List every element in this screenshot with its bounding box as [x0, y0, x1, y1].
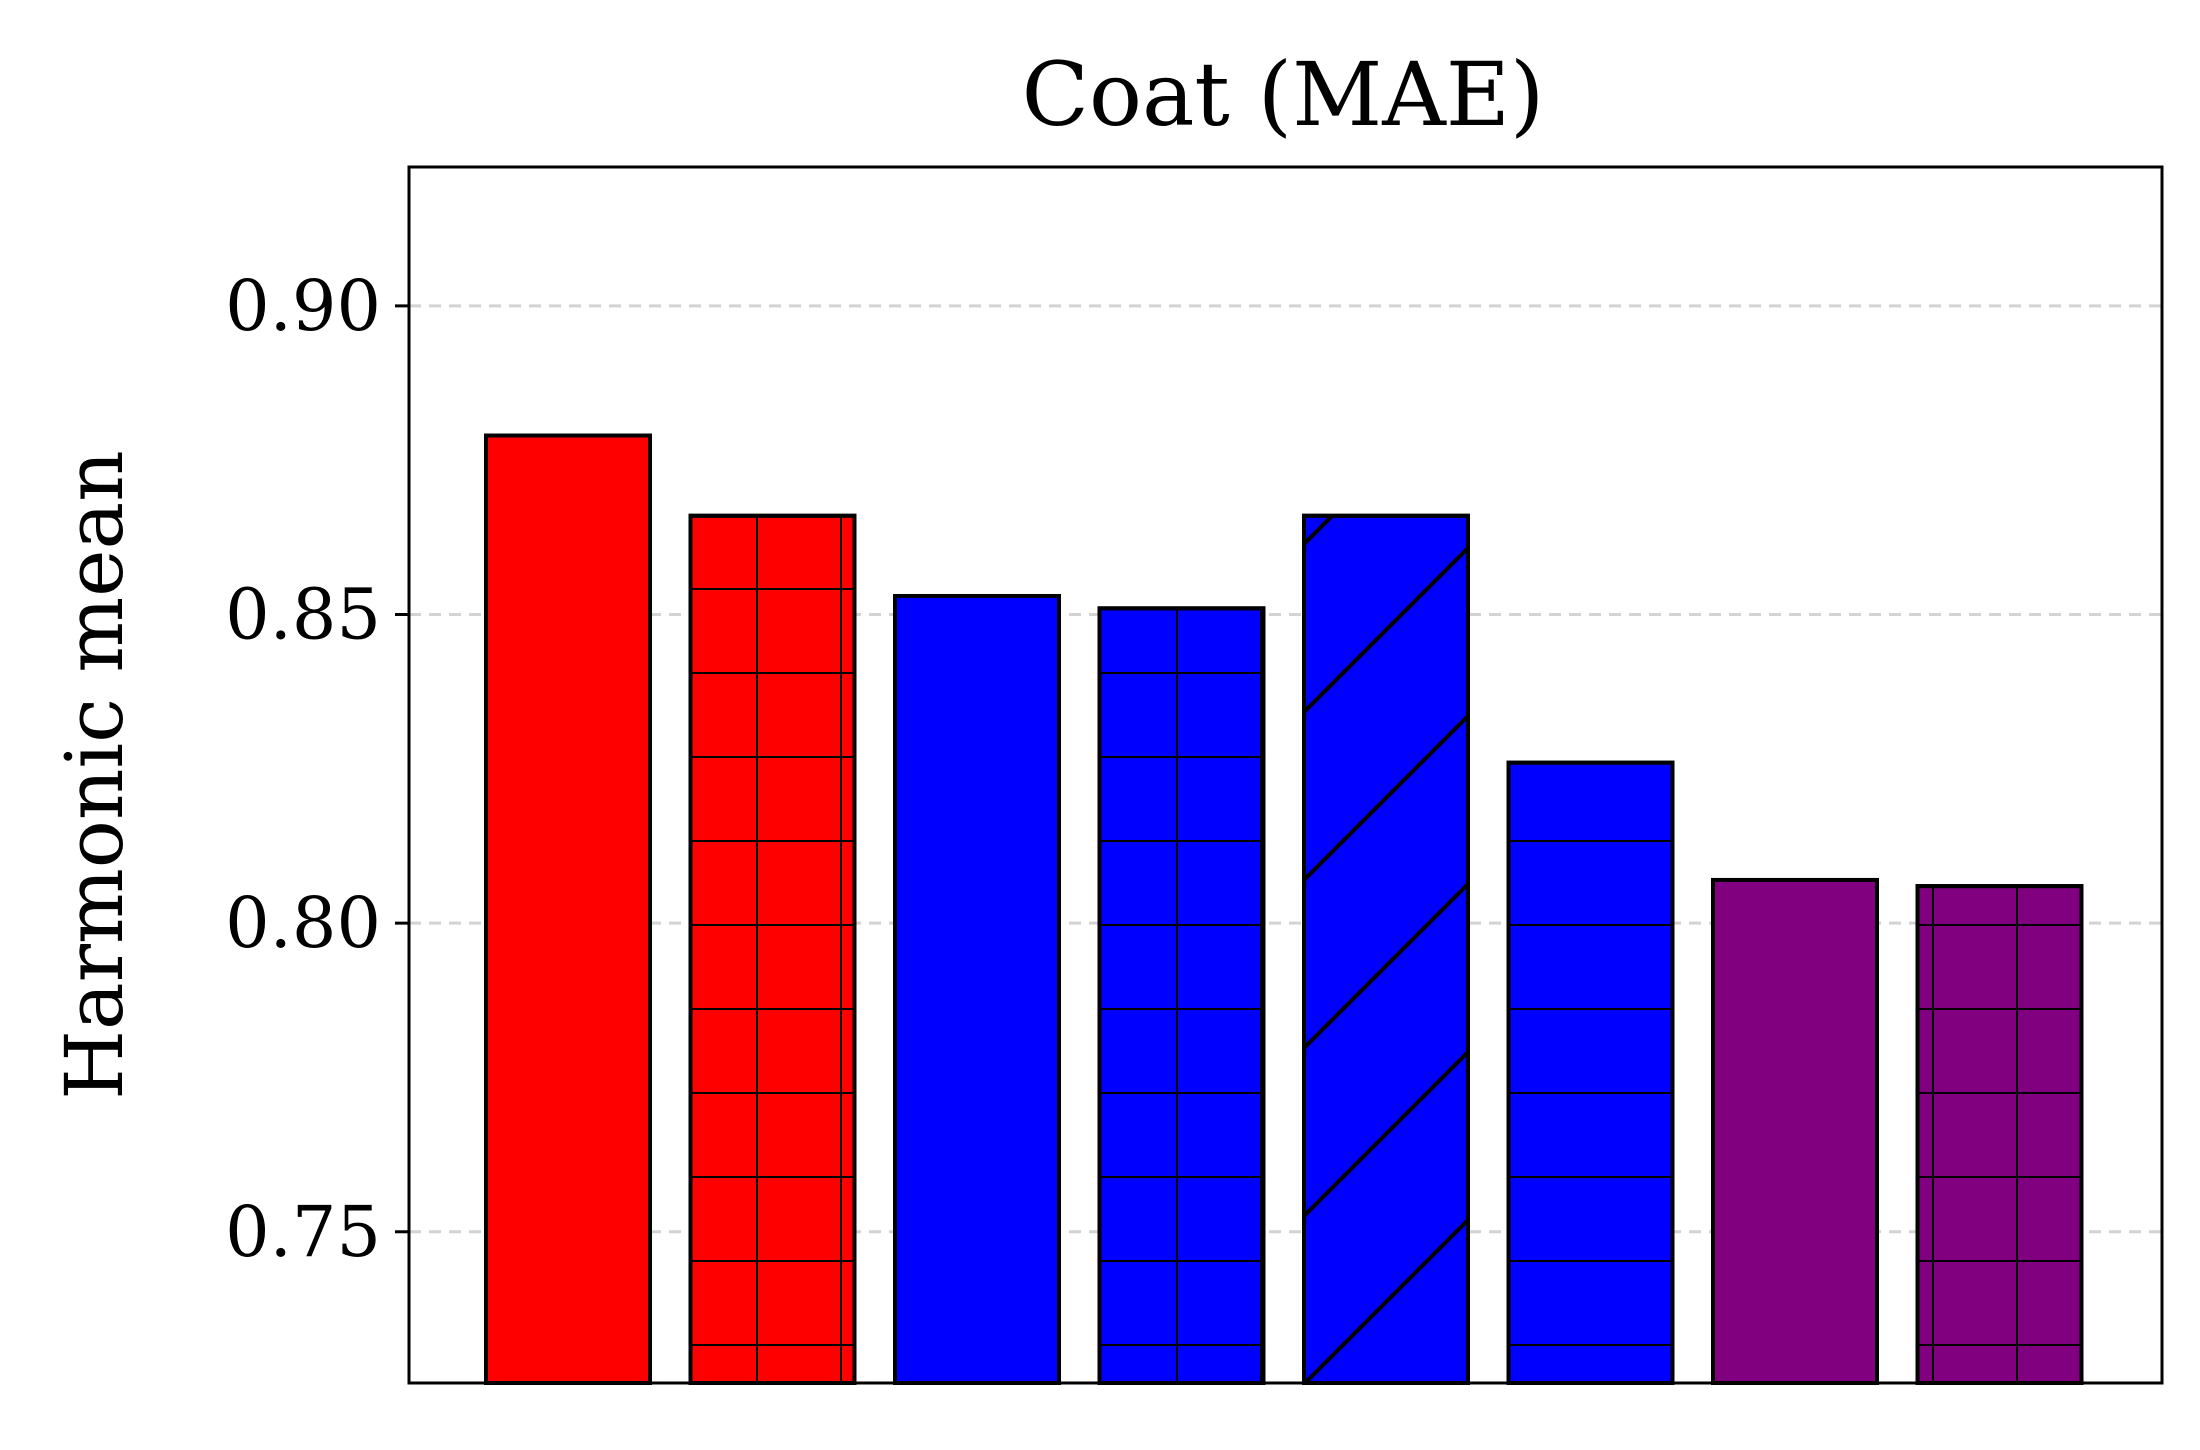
bar-hatch	[688, 513, 857, 1385]
bar	[893, 593, 1061, 1385]
bar	[1711, 877, 1879, 1385]
chart-title: Coat (MAE)	[1022, 43, 1545, 146]
bar-hatch	[1097, 606, 1266, 1385]
y-tick-label: 0.80	[225, 882, 381, 964]
y-tick-label: 0.85	[225, 574, 381, 656]
plot-frame	[407, 165, 2164, 1385]
bar-hatch	[1506, 760, 1675, 1385]
bars	[484, 433, 2084, 1386]
y-tick-label: 0.75	[225, 1191, 381, 1273]
y-axis-label: Harmonic mean	[48, 450, 141, 1100]
bar-hatch	[1915, 884, 2084, 1386]
grid-lines	[409, 304, 2162, 1234]
y-tick-label: 0.90	[225, 265, 381, 347]
bar-hatch	[1302, 513, 1470, 1385]
bar	[484, 433, 652, 1385]
y-axis-ticks: 0.75 0.80 0.85 0.90	[225, 265, 409, 1273]
